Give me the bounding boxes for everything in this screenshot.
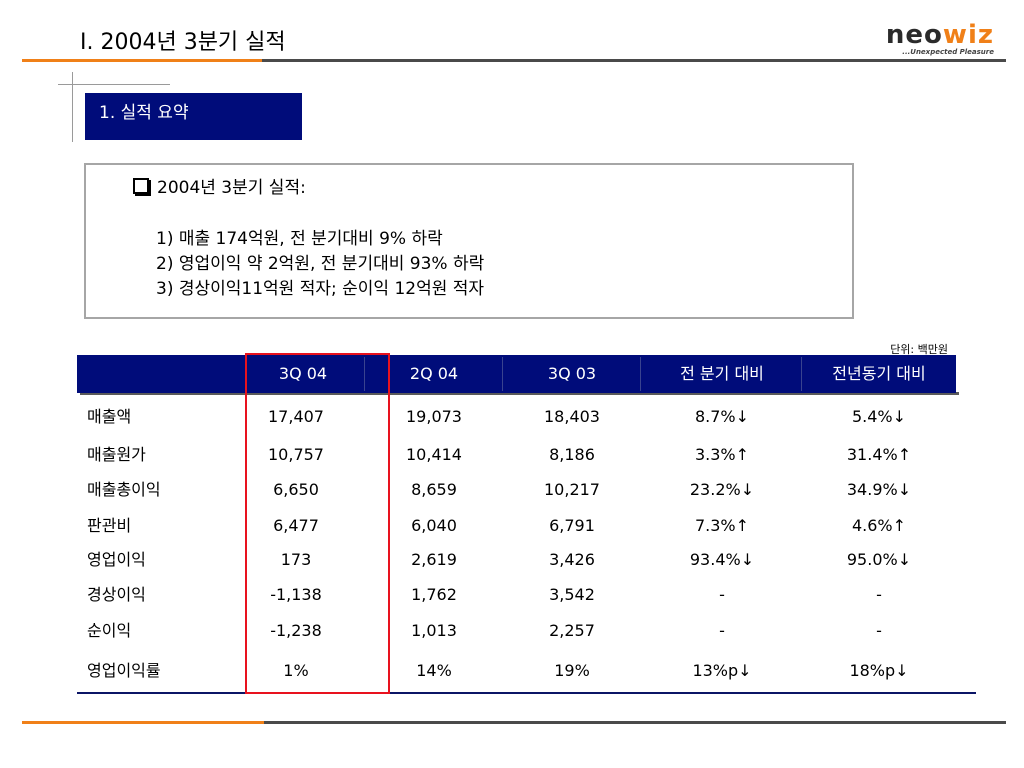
page-title: I. 2004년 3분기 실적: [80, 30, 286, 55]
column-header-3q04: 3Q 04: [278, 364, 328, 383]
row-label: 순이익: [87, 621, 132, 640]
table-row: 판관비 6,477 6,040 6,791 7.3%↑ 4.6%↑: [77, 508, 957, 544]
table-row: 영업이익 173 2,619 3,426 93.4%↓ 95.0%↓: [77, 542, 957, 578]
row-label: 영업이익률: [87, 661, 161, 680]
cell-2q04: 14%: [416, 661, 452, 680]
footer-rule: [264, 721, 1006, 724]
section-label: 1. 실적 요약: [85, 93, 302, 140]
cell-yoy: 18%p↓: [849, 661, 909, 680]
cell-qoq: 8.7%↓: [694, 407, 750, 426]
column-divider: [364, 357, 365, 391]
cell-qoq: 93.4%↓: [689, 550, 755, 569]
cell-yoy: -: [876, 621, 882, 640]
row-label: 매출원가: [87, 445, 146, 464]
row-label: 매출액: [87, 407, 132, 426]
row-label: 매출총이익: [87, 480, 161, 499]
table-row: 순이익 -1,238 1,013 2,257 - -: [77, 613, 957, 649]
row-label: 경상이익: [87, 585, 146, 604]
header-rule: [262, 59, 1006, 62]
table-row: 매출원가 10,757 10,414 8,186 3.3%↑ 31.4%↑: [77, 437, 957, 473]
cell-3q04: 6,477: [273, 516, 319, 535]
cell-3q04: 1%: [283, 661, 309, 680]
cell-3q04: -1,238: [270, 621, 322, 640]
cell-yoy: -: [876, 585, 882, 604]
summary-line-1: 1) 매출 174억원, 전 분기대비 9% 하락: [156, 229, 443, 249]
cell-qoq: -: [719, 621, 725, 640]
table-bottom-rule: [77, 692, 976, 694]
cell-3q03: 19%: [554, 661, 590, 680]
summary-box: 2004년 3분기 실적: 1) 매출 174억원, 전 분기대비 9% 하락 …: [84, 163, 854, 319]
cell-3q04: 173: [280, 550, 312, 569]
cell-yoy: 4.6%↑: [851, 516, 907, 535]
table-row: 영업이익률 1% 14% 19% 13%p↓ 18%p↓: [77, 653, 957, 689]
cell-qoq: -: [719, 585, 725, 604]
column-divider: [640, 357, 641, 391]
summary-heading: 2004년 3분기 실적:: [133, 177, 306, 199]
cell-3q03: 18,403: [544, 407, 600, 426]
cell-yoy: 31.4%↑: [846, 445, 912, 464]
cell-3q04: 6,650: [273, 480, 319, 499]
row-label: 판관비: [87, 516, 132, 535]
cell-qoq: 23.2%↓: [689, 480, 755, 499]
logo-tagline: ...Unexpected Pleasure: [902, 48, 994, 56]
table-header: 3Q 04 2Q 04 3Q 03 전 분기 대비 전년동기 대비: [77, 355, 956, 393]
column-divider: [801, 357, 802, 391]
row-label: 영업이익: [87, 550, 146, 569]
neowiz-logo: neowiz ...Unexpected Pleasure: [856, 20, 996, 56]
cell-qoq: 7.3%↑: [694, 516, 750, 535]
cell-2q04: 1,013: [411, 621, 457, 640]
table-row: 매출액 17,407 19,073 18,403 8.7%↓ 5.4%↓: [77, 399, 957, 435]
cell-3q03: 8,186: [549, 445, 595, 464]
cell-2q04: 10,414: [406, 445, 462, 464]
table-row: 매출총이익 6,650 8,659 10,217 23.2%↓ 34.9%↓: [77, 472, 957, 508]
cell-qoq: 3.3%↑: [694, 445, 750, 464]
column-header-3q03: 3Q 03: [547, 364, 597, 383]
logo-wordmark: neowiz: [886, 20, 994, 50]
current-quarter-highlight: [245, 353, 390, 694]
cell-3q04: -1,138: [270, 585, 322, 604]
unit-label: 단위: 백만원: [890, 343, 948, 356]
cell-2q04: 8,659: [411, 480, 457, 499]
cell-yoy: 5.4%↓: [851, 407, 907, 426]
cell-3q03: 3,426: [549, 550, 595, 569]
cell-3q03: 10,217: [544, 480, 600, 499]
table-header-shadow: [80, 392, 959, 395]
logo-word-pre: neo: [885, 20, 943, 50]
cell-qoq: 13%p↓: [692, 661, 752, 680]
column-header-item: [77, 355, 245, 393]
logo-word-accent: wiz: [942, 20, 994, 50]
column-divider: [502, 357, 503, 391]
cell-3q03: 2,257: [549, 621, 595, 640]
crosshair-horizontal-line: [58, 84, 170, 85]
footer-accent-rule: [22, 721, 264, 724]
column-header-2q04: 2Q 04: [409, 364, 459, 383]
summary-line-3: 3) 경상이익11억원 적자; 순이익 12억원 적자: [156, 279, 485, 299]
cell-2q04: 6,040: [411, 516, 457, 535]
cell-3q03: 6,791: [549, 516, 595, 535]
header-accent-rule: [22, 59, 262, 62]
cell-2q04: 19,073: [406, 407, 462, 426]
cell-2q04: 2,619: [411, 550, 457, 569]
cell-3q04: 10,757: [268, 445, 324, 464]
summary-line-2: 2) 영업이익 약 2억원, 전 분기대비 93% 하락: [156, 254, 485, 274]
cell-yoy: 34.9%↓: [846, 480, 912, 499]
cell-3q04: 17,407: [268, 407, 324, 426]
table-row: 경상이익 -1,138 1,762 3,542 - -: [77, 577, 957, 613]
crosshair-vertical-line: [72, 72, 73, 142]
cell-3q03: 3,542: [549, 585, 595, 604]
cell-2q04: 1,762: [411, 585, 457, 604]
cell-yoy: 95.0%↓: [846, 550, 912, 569]
checkbox-bullet-icon: [133, 178, 149, 194]
column-header-yoy: 전년동기 대비: [832, 364, 926, 383]
summary-heading-text: 2004년 3분기 실적:: [157, 178, 306, 198]
column-header-qoq: 전 분기 대비: [680, 364, 764, 383]
